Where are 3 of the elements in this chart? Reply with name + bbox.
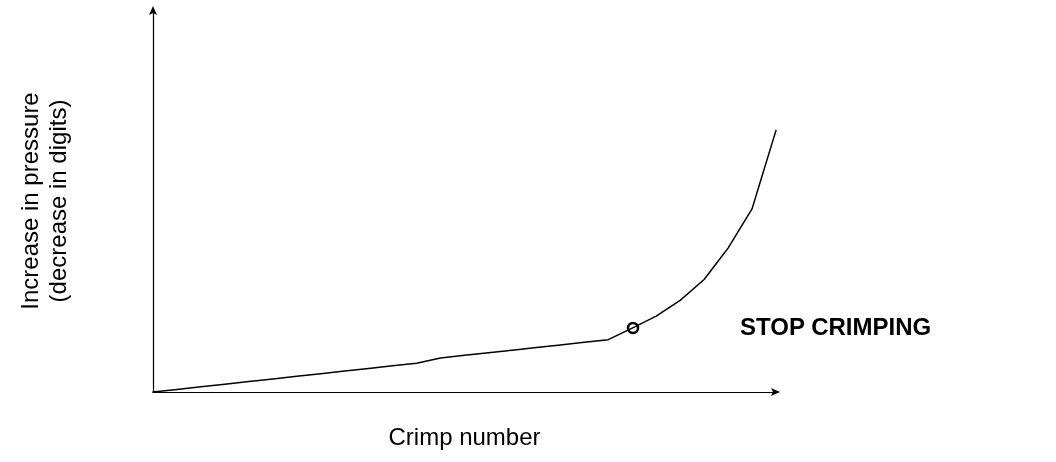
y-axis-title: Increase in pressure (decrease in digits) [15, 92, 71, 310]
x-axis-title: Crimp number [388, 422, 541, 450]
annotation: STOP CRIMPING [740, 312, 932, 340]
